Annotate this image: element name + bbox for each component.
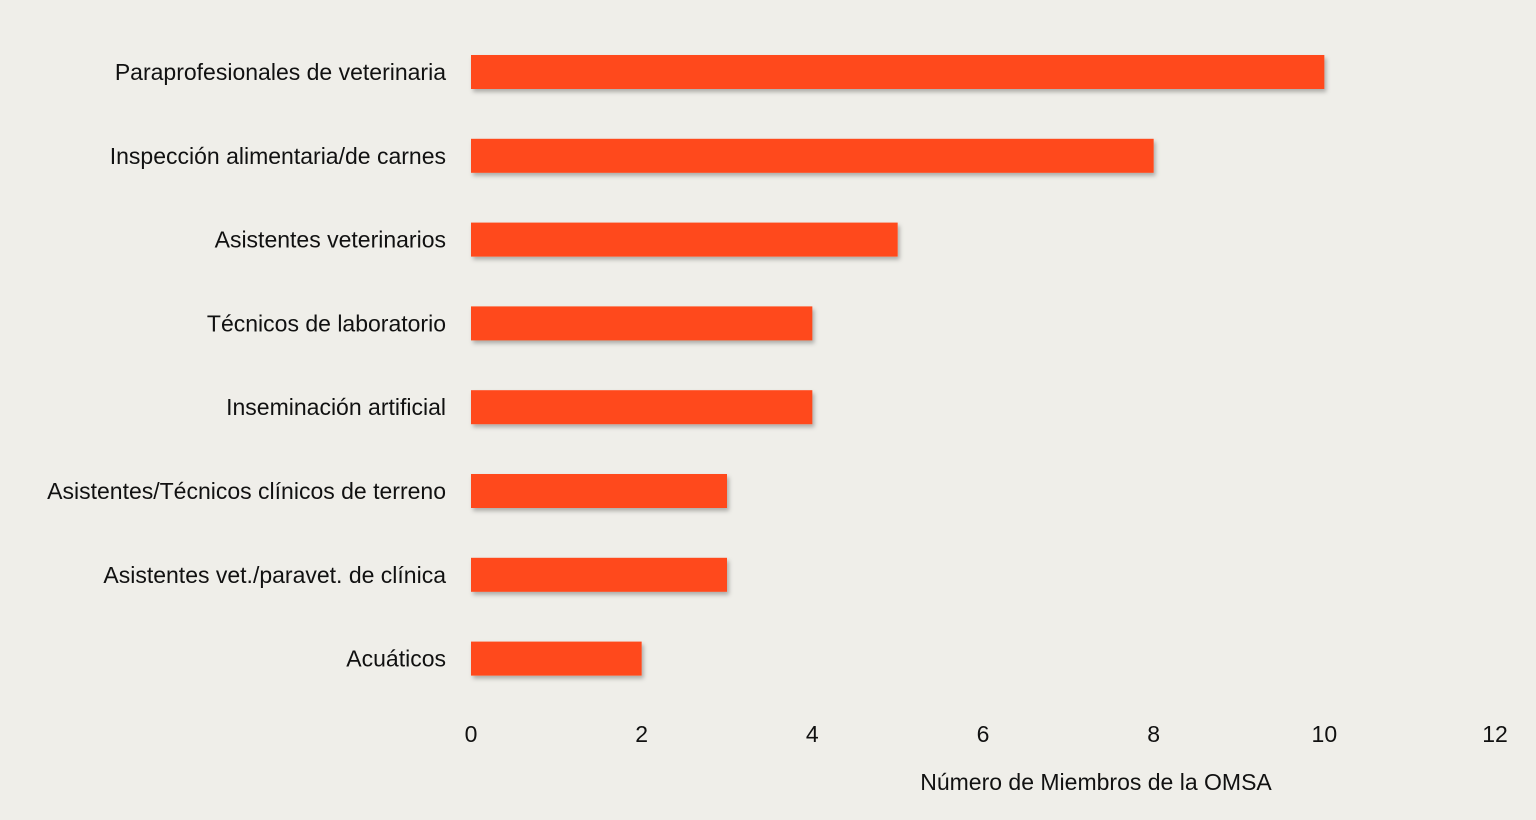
x-tick-label: 8 [1147,721,1160,747]
bars [471,55,1325,676]
category-label: Inseminación artificial [226,394,446,420]
bar [471,474,727,508]
x-tick-label: 2 [635,721,648,747]
category-labels: Paraprofesionales de veterinaria Inspecci… [47,59,446,672]
bar [471,138,1154,173]
category-label: Inspección alimentaria/de carnes [110,143,446,169]
bar [471,55,1325,89]
category-label: Paraprofesionales de veterinaria [115,59,446,85]
bar [471,641,642,676]
category-label: Asistentes veterinarios [215,227,446,253]
bar [471,557,727,592]
category-label: Asistentes vet./paravet. de clínica [103,562,446,588]
category-label: Técnicos de laboratorio [207,310,446,336]
x-tick-labels: 0 2 4 6 8 10 12 [465,721,1508,747]
x-tick-label: 4 [806,721,819,747]
x-axis-title: Número de Miembros de la OMSA [920,769,1272,795]
x-tick-label: 12 [1482,721,1508,747]
bar [471,222,898,257]
x-tick-label: 0 [465,721,478,747]
bar [471,390,813,425]
x-tick-label: 10 [1312,721,1338,747]
category-label: Acuáticos [346,646,446,672]
bar [471,306,813,341]
x-tick-label: 6 [977,721,990,747]
category-label: Asistentes/Técnicos clínicos de terreno [47,478,446,504]
